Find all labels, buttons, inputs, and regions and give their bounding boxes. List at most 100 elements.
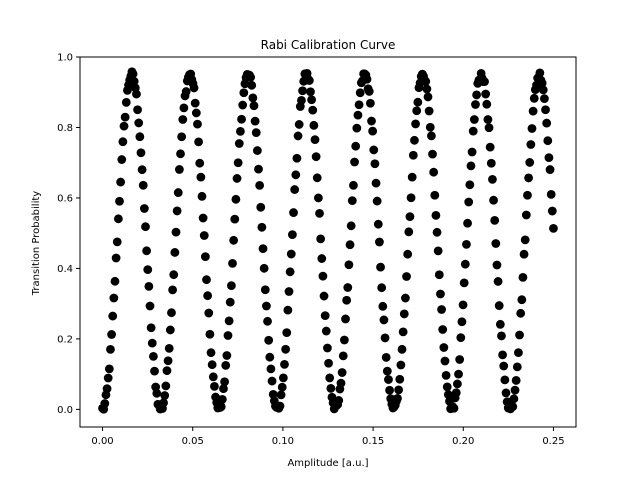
data-point <box>441 370 451 380</box>
data-point <box>323 343 332 353</box>
data-point <box>341 314 350 324</box>
data-point <box>251 128 261 137</box>
data-point <box>310 135 320 145</box>
data-point <box>508 402 518 412</box>
data-point <box>339 335 349 345</box>
data-point <box>316 234 326 244</box>
data-point <box>334 396 344 405</box>
data-point <box>262 301 271 311</box>
data-point <box>205 329 215 339</box>
data-point <box>234 139 244 148</box>
data-point <box>438 325 448 334</box>
data-point <box>210 381 219 391</box>
data-point <box>298 86 307 96</box>
data-point <box>250 116 260 126</box>
data-point <box>413 97 423 107</box>
data-point <box>397 344 407 354</box>
data-point <box>113 214 123 224</box>
data-point <box>523 190 532 200</box>
data-point <box>499 361 509 371</box>
data-point <box>297 95 306 105</box>
data-point <box>254 164 263 174</box>
data-point <box>494 301 504 310</box>
data-point <box>364 87 374 96</box>
data-point <box>380 333 390 343</box>
data-point <box>263 316 272 326</box>
data-point <box>191 108 201 118</box>
data-point <box>528 106 538 116</box>
data-point <box>139 204 149 213</box>
data-point <box>326 383 336 393</box>
data-point <box>467 147 477 157</box>
data-point <box>365 98 375 108</box>
data-point <box>453 379 462 389</box>
data-point <box>516 308 526 318</box>
data-point <box>160 391 170 400</box>
data-point <box>527 124 537 133</box>
data-point <box>150 366 159 376</box>
data-point <box>189 83 199 93</box>
data-point <box>238 100 248 110</box>
data-point <box>372 196 382 206</box>
data-point <box>198 213 208 223</box>
data-point <box>385 385 394 395</box>
data-point <box>216 402 226 412</box>
data-point <box>451 388 461 398</box>
data-point <box>170 248 180 257</box>
data-point <box>512 362 522 372</box>
data-point <box>248 93 258 103</box>
data-point <box>338 351 348 361</box>
data-point <box>490 215 500 225</box>
data-point <box>324 358 333 368</box>
data-point <box>224 316 234 326</box>
data-point <box>346 221 356 231</box>
data-point <box>517 295 527 305</box>
data-point <box>354 100 364 110</box>
data-point <box>543 136 553 146</box>
data-point <box>399 309 409 319</box>
data-point <box>206 348 216 358</box>
data-point <box>545 165 555 174</box>
data-point <box>547 206 557 216</box>
data-point <box>501 388 511 398</box>
data-point <box>229 235 239 245</box>
data-point <box>384 375 393 384</box>
data-point <box>146 323 156 333</box>
data-point <box>278 373 288 383</box>
data-point <box>353 110 363 120</box>
data-point <box>460 259 470 269</box>
data-point <box>143 265 153 274</box>
data-point <box>276 390 286 400</box>
data-point <box>104 364 114 374</box>
data-point <box>294 120 304 129</box>
data-point <box>355 88 365 98</box>
data-point <box>100 399 110 408</box>
data-point <box>280 359 289 369</box>
data-point <box>519 249 529 259</box>
data-point <box>509 394 519 404</box>
data-point <box>221 361 231 370</box>
data-point <box>141 222 150 232</box>
data-point <box>405 212 415 222</box>
data-point <box>195 158 205 168</box>
data-point <box>455 355 465 364</box>
data-point <box>200 252 210 262</box>
data-point <box>408 150 418 160</box>
data-point <box>493 277 503 286</box>
data-point <box>171 227 181 237</box>
data-point <box>431 210 441 220</box>
data-point <box>429 167 439 177</box>
data-point <box>110 276 120 286</box>
data-point <box>174 165 184 174</box>
data-point <box>449 403 459 413</box>
data-point <box>196 172 206 182</box>
data-point <box>231 194 241 204</box>
data-point <box>106 344 115 354</box>
data-point <box>437 305 446 314</box>
data-point <box>497 331 506 341</box>
data-point <box>267 376 277 386</box>
data-point <box>169 270 179 280</box>
data-point <box>407 172 417 182</box>
data-point <box>464 197 474 207</box>
data-point <box>118 137 128 147</box>
